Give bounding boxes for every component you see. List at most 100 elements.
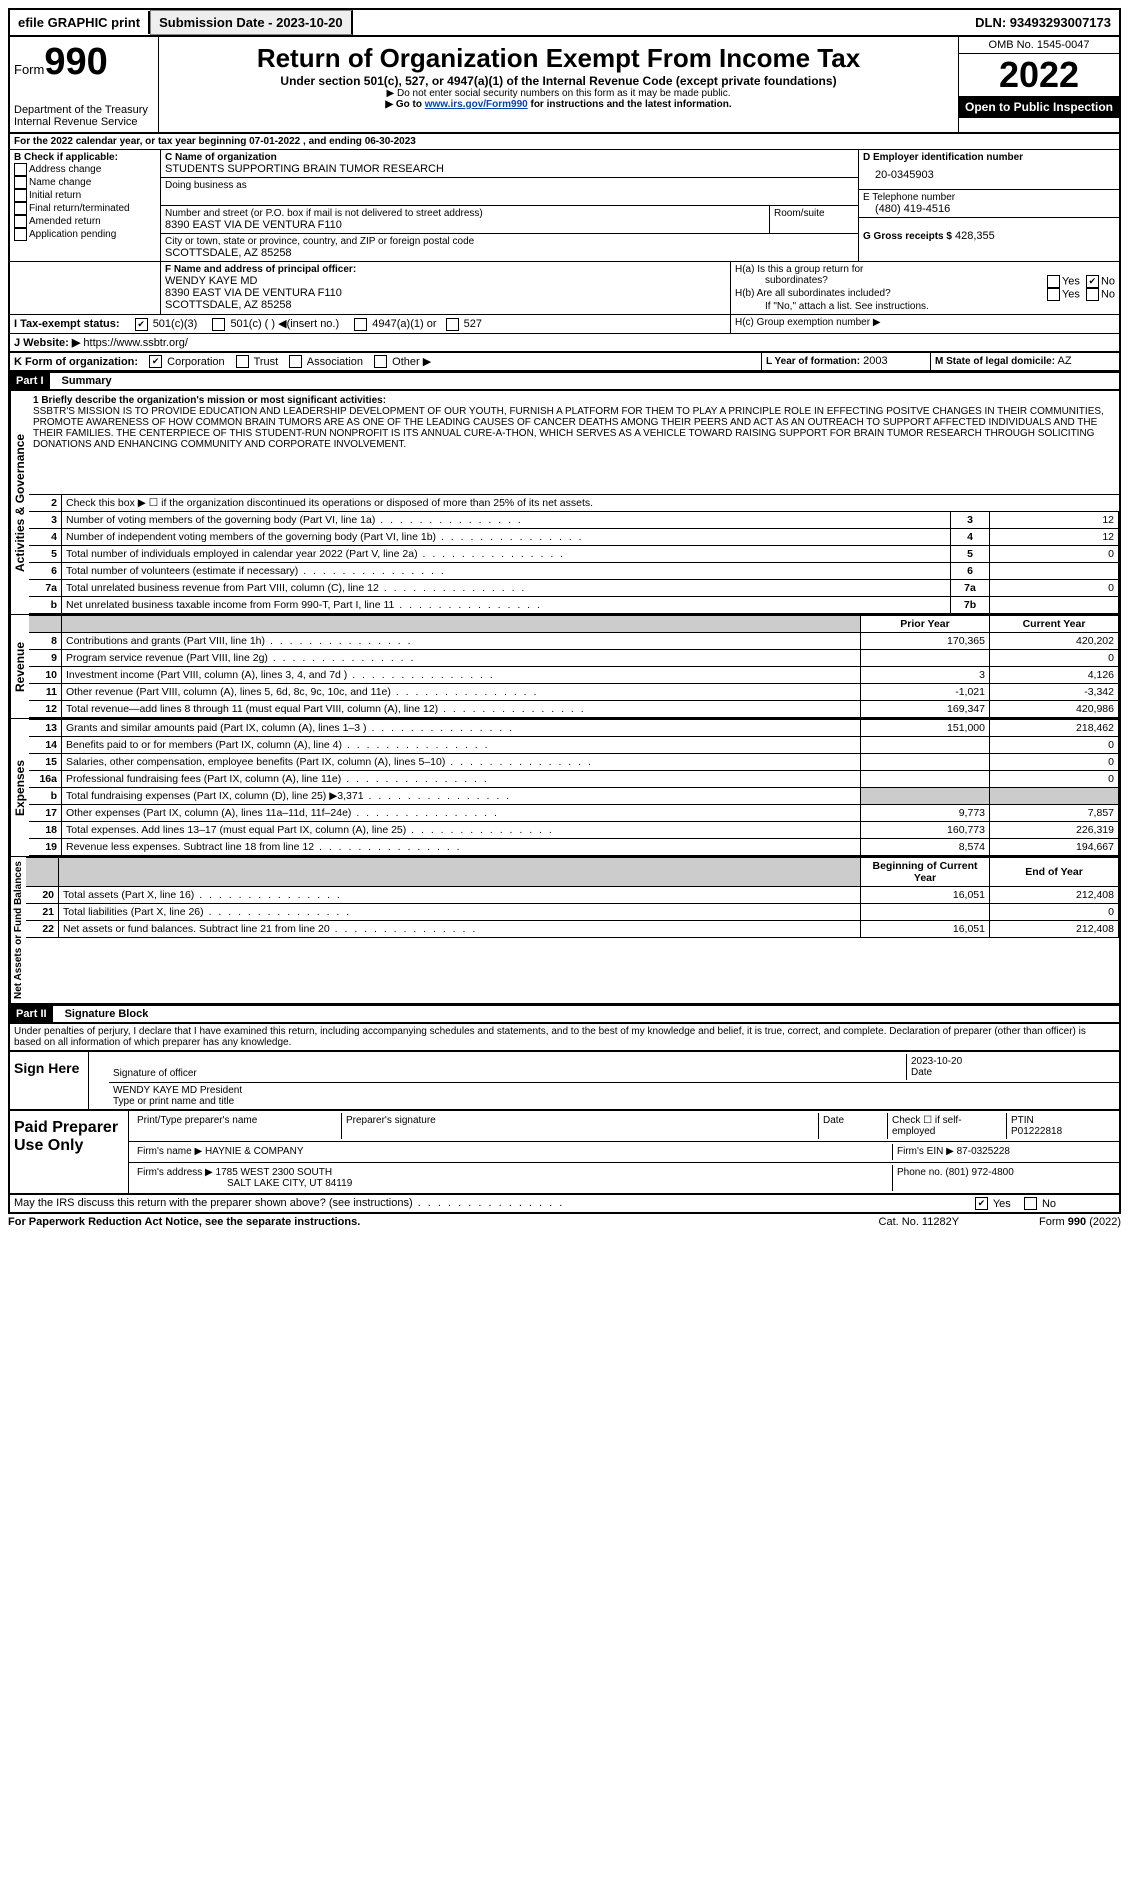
ptin-cell: PTINP01222818 <box>1007 1113 1115 1139</box>
table-row: bTotal fundraising expenses (Part IX, co… <box>29 788 1119 805</box>
ha-no[interactable]: No <box>1086 275 1115 288</box>
room-label: Room/suite <box>774 208 854 219</box>
efile-print[interactable]: efile GRAPHIC print <box>10 11 150 34</box>
chk-name[interactable]: Name change <box>14 176 156 189</box>
section-f: F Name and address of principal officer:… <box>161 262 731 314</box>
sig-date: 2023-10-20 Date <box>906 1054 1115 1080</box>
chk-4947[interactable]: 4947(a)(1) or <box>354 318 436 330</box>
f-h-row: F Name and address of principal officer:… <box>8 262 1121 315</box>
chk-527[interactable]: 527 <box>446 318 482 330</box>
klm-row: K Form of organization: Corporation Trus… <box>8 353 1121 373</box>
officer-name-title: WENDY KAYE MD President Type or print na… <box>113 1085 1115 1107</box>
net-col-headers: Beginning of Current YearEnd of Year <box>26 858 1119 887</box>
tax-year: 2022 <box>959 54 1119 96</box>
officer-name: WENDY KAYE MD <box>165 275 726 287</box>
part1-header: Part I Summary <box>8 372 1121 391</box>
hb-yes[interactable]: Yes <box>1047 288 1080 301</box>
table-row: 18Total expenses. Add lines 13–17 (must … <box>29 822 1119 839</box>
city-state-zip: SCOTTSDALE, AZ 85258 <box>165 247 854 259</box>
discuss-no[interactable]: No <box>1024 1198 1056 1210</box>
table-row: 16aProfessional fundraising fees (Part I… <box>29 771 1119 788</box>
chk-501c3[interactable]: 501(c)(3) <box>135 318 198 330</box>
section-l: L Year of formation: 2003 <box>762 353 931 371</box>
line-7b: bNet unrelated business taxable income f… <box>29 597 1119 614</box>
discuss-row: May the IRS discuss this return with the… <box>8 1195 1121 1214</box>
chk-other[interactable]: Other ▶ <box>374 356 431 368</box>
public-inspection: Open to Public Inspection <box>959 96 1119 118</box>
form-number: Form990 <box>14 41 154 84</box>
self-employed-chk[interactable]: Check ☐ if self-employed <box>888 1113 1007 1139</box>
section-m: M State of legal domicile: AZ <box>931 353 1119 371</box>
firm-name: Firm's name ▶ HAYNIE & COMPANY <box>133 1144 893 1160</box>
irs-label: Internal Revenue Service <box>14 116 154 128</box>
governance-section: Activities & Governance 1 Briefly descri… <box>8 391 1121 615</box>
table-row: 11Other revenue (Part VIII, column (A), … <box>29 684 1119 701</box>
paid-preparer-block: Paid Preparer Use Only Print/Type prepar… <box>8 1111 1121 1195</box>
line-6: 6Total number of volunteers (estimate if… <box>29 563 1119 580</box>
i-row: I Tax-exempt status: 501(c)(3) 501(c) ( … <box>8 315 1121 334</box>
chk-amended[interactable]: Amended return <box>14 215 156 228</box>
mission-label: 1 Briefly describe the organization's mi… <box>33 395 1115 406</box>
netassets-section: Net Assets or Fund Balances Beginning of… <box>8 857 1121 1005</box>
ein: 20-0345903 <box>863 163 1115 187</box>
h-note: If "No," attach a list. See instructions… <box>735 301 1115 312</box>
table-row: 15Salaries, other compensation, employee… <box>29 754 1119 771</box>
part1-title: Summary <box>62 375 112 387</box>
officer-label: F Name and address of principal officer: <box>165 264 726 275</box>
vert-expenses: Expenses <box>10 719 29 856</box>
chk-address[interactable]: Address change <box>14 163 156 176</box>
section-h: H(a) Is this a group return for subordin… <box>731 262 1119 314</box>
part2-title: Signature Block <box>65 1008 149 1020</box>
part2-header: Part II Signature Block <box>8 1005 1121 1024</box>
submission-date: Submission Date - 2023-10-20 <box>150 10 353 35</box>
identity-block: B Check if applicable: Address change Na… <box>8 150 1121 262</box>
dba-label: Doing business as <box>165 180 854 191</box>
chk-initial[interactable]: Initial return <box>14 189 156 202</box>
table-row: 19Revenue less expenses. Subtract line 1… <box>29 839 1119 856</box>
j-row: J Website: ▶ https://www.ssbtr.org/ <box>8 334 1121 353</box>
revenue-table: Prior YearCurrent Year 8Contributions an… <box>29 615 1119 718</box>
section-k: K Form of organization: Corporation Trus… <box>10 353 762 371</box>
chk-assoc[interactable]: Association <box>289 356 363 368</box>
street-address: 8390 EAST VIA DE VENTURA F110 <box>165 219 765 231</box>
cat-no: Cat. No. 11282Y <box>879 1216 960 1228</box>
table-row: 12Total revenue—add lines 8 through 11 (… <box>29 701 1119 718</box>
org-name: STUDENTS SUPPORTING BRAIN TUMOR RESEARCH <box>165 163 854 175</box>
city-label: City or town, state or province, country… <box>165 236 854 247</box>
line-3: 3Number of voting members of the governi… <box>29 512 1119 529</box>
section-deg: D Employer identification number 20-0345… <box>858 150 1119 261</box>
paid-preparer-label: Paid Preparer Use Only <box>10 1111 129 1193</box>
line-5: 5Total number of individuals employed in… <box>29 546 1119 563</box>
chk-501c[interactable]: 501(c) ( ) ◀(insert no.) <box>212 318 339 330</box>
top-bar: efile GRAPHIC print Submission Date - 20… <box>8 8 1121 37</box>
dept-treasury: Department of the Treasury <box>14 104 154 116</box>
revenue-section: Revenue Prior YearCurrent Year 8Contribu… <box>8 615 1121 719</box>
form-ref: Form 990 (2022) <box>1039 1216 1121 1228</box>
ssn-warning: Do not enter social security numbers on … <box>165 88 952 99</box>
chk-final[interactable]: Final return/terminated <box>14 202 156 215</box>
section-b: B Check if applicable: Address change Na… <box>10 150 161 261</box>
website-label: J Website: ▶ <box>14 337 80 349</box>
line-a: For the 2022 calendar year, or tax year … <box>8 134 1121 150</box>
chk-trust[interactable]: Trust <box>236 356 279 368</box>
table-row: 17Other expenses (Part IX, column (A), l… <box>29 805 1119 822</box>
discuss-yes[interactable]: Yes <box>975 1198 1011 1210</box>
col-headers: Prior YearCurrent Year <box>29 616 1119 633</box>
ha-yes[interactable]: Yes <box>1047 275 1080 288</box>
line-7a: 7aTotal unrelated business revenue from … <box>29 580 1119 597</box>
preparer-name-hdr: Print/Type preparer's name <box>133 1113 342 1139</box>
chk-app-pending[interactable]: Application pending <box>14 228 156 241</box>
vert-netassets: Net Assets or Fund Balances <box>10 857 26 1003</box>
officer-sig-label: Signature of officer <box>113 1054 906 1080</box>
website-url: https://www.ssbtr.org/ <box>83 337 188 349</box>
penalties-text: Under penalties of perjury, I declare th… <box>8 1024 1121 1051</box>
section-c: C Name of organization STUDENTS SUPPORTI… <box>161 150 858 261</box>
page-footer: For Paperwork Reduction Act Notice, see … <box>8 1214 1121 1228</box>
hb-no[interactable]: No <box>1086 288 1115 301</box>
chk-corp[interactable]: Corporation <box>149 356 225 368</box>
irs-link[interactable]: www.irs.gov/Form990 <box>425 99 528 110</box>
firm-phone: Phone no. (801) 972-4800 <box>893 1165 1115 1191</box>
phone-label: E Telephone number <box>863 192 1115 203</box>
table-row: 8Contributions and grants (Part VIII, li… <box>29 633 1119 650</box>
line-4: 4Number of independent voting members of… <box>29 529 1119 546</box>
